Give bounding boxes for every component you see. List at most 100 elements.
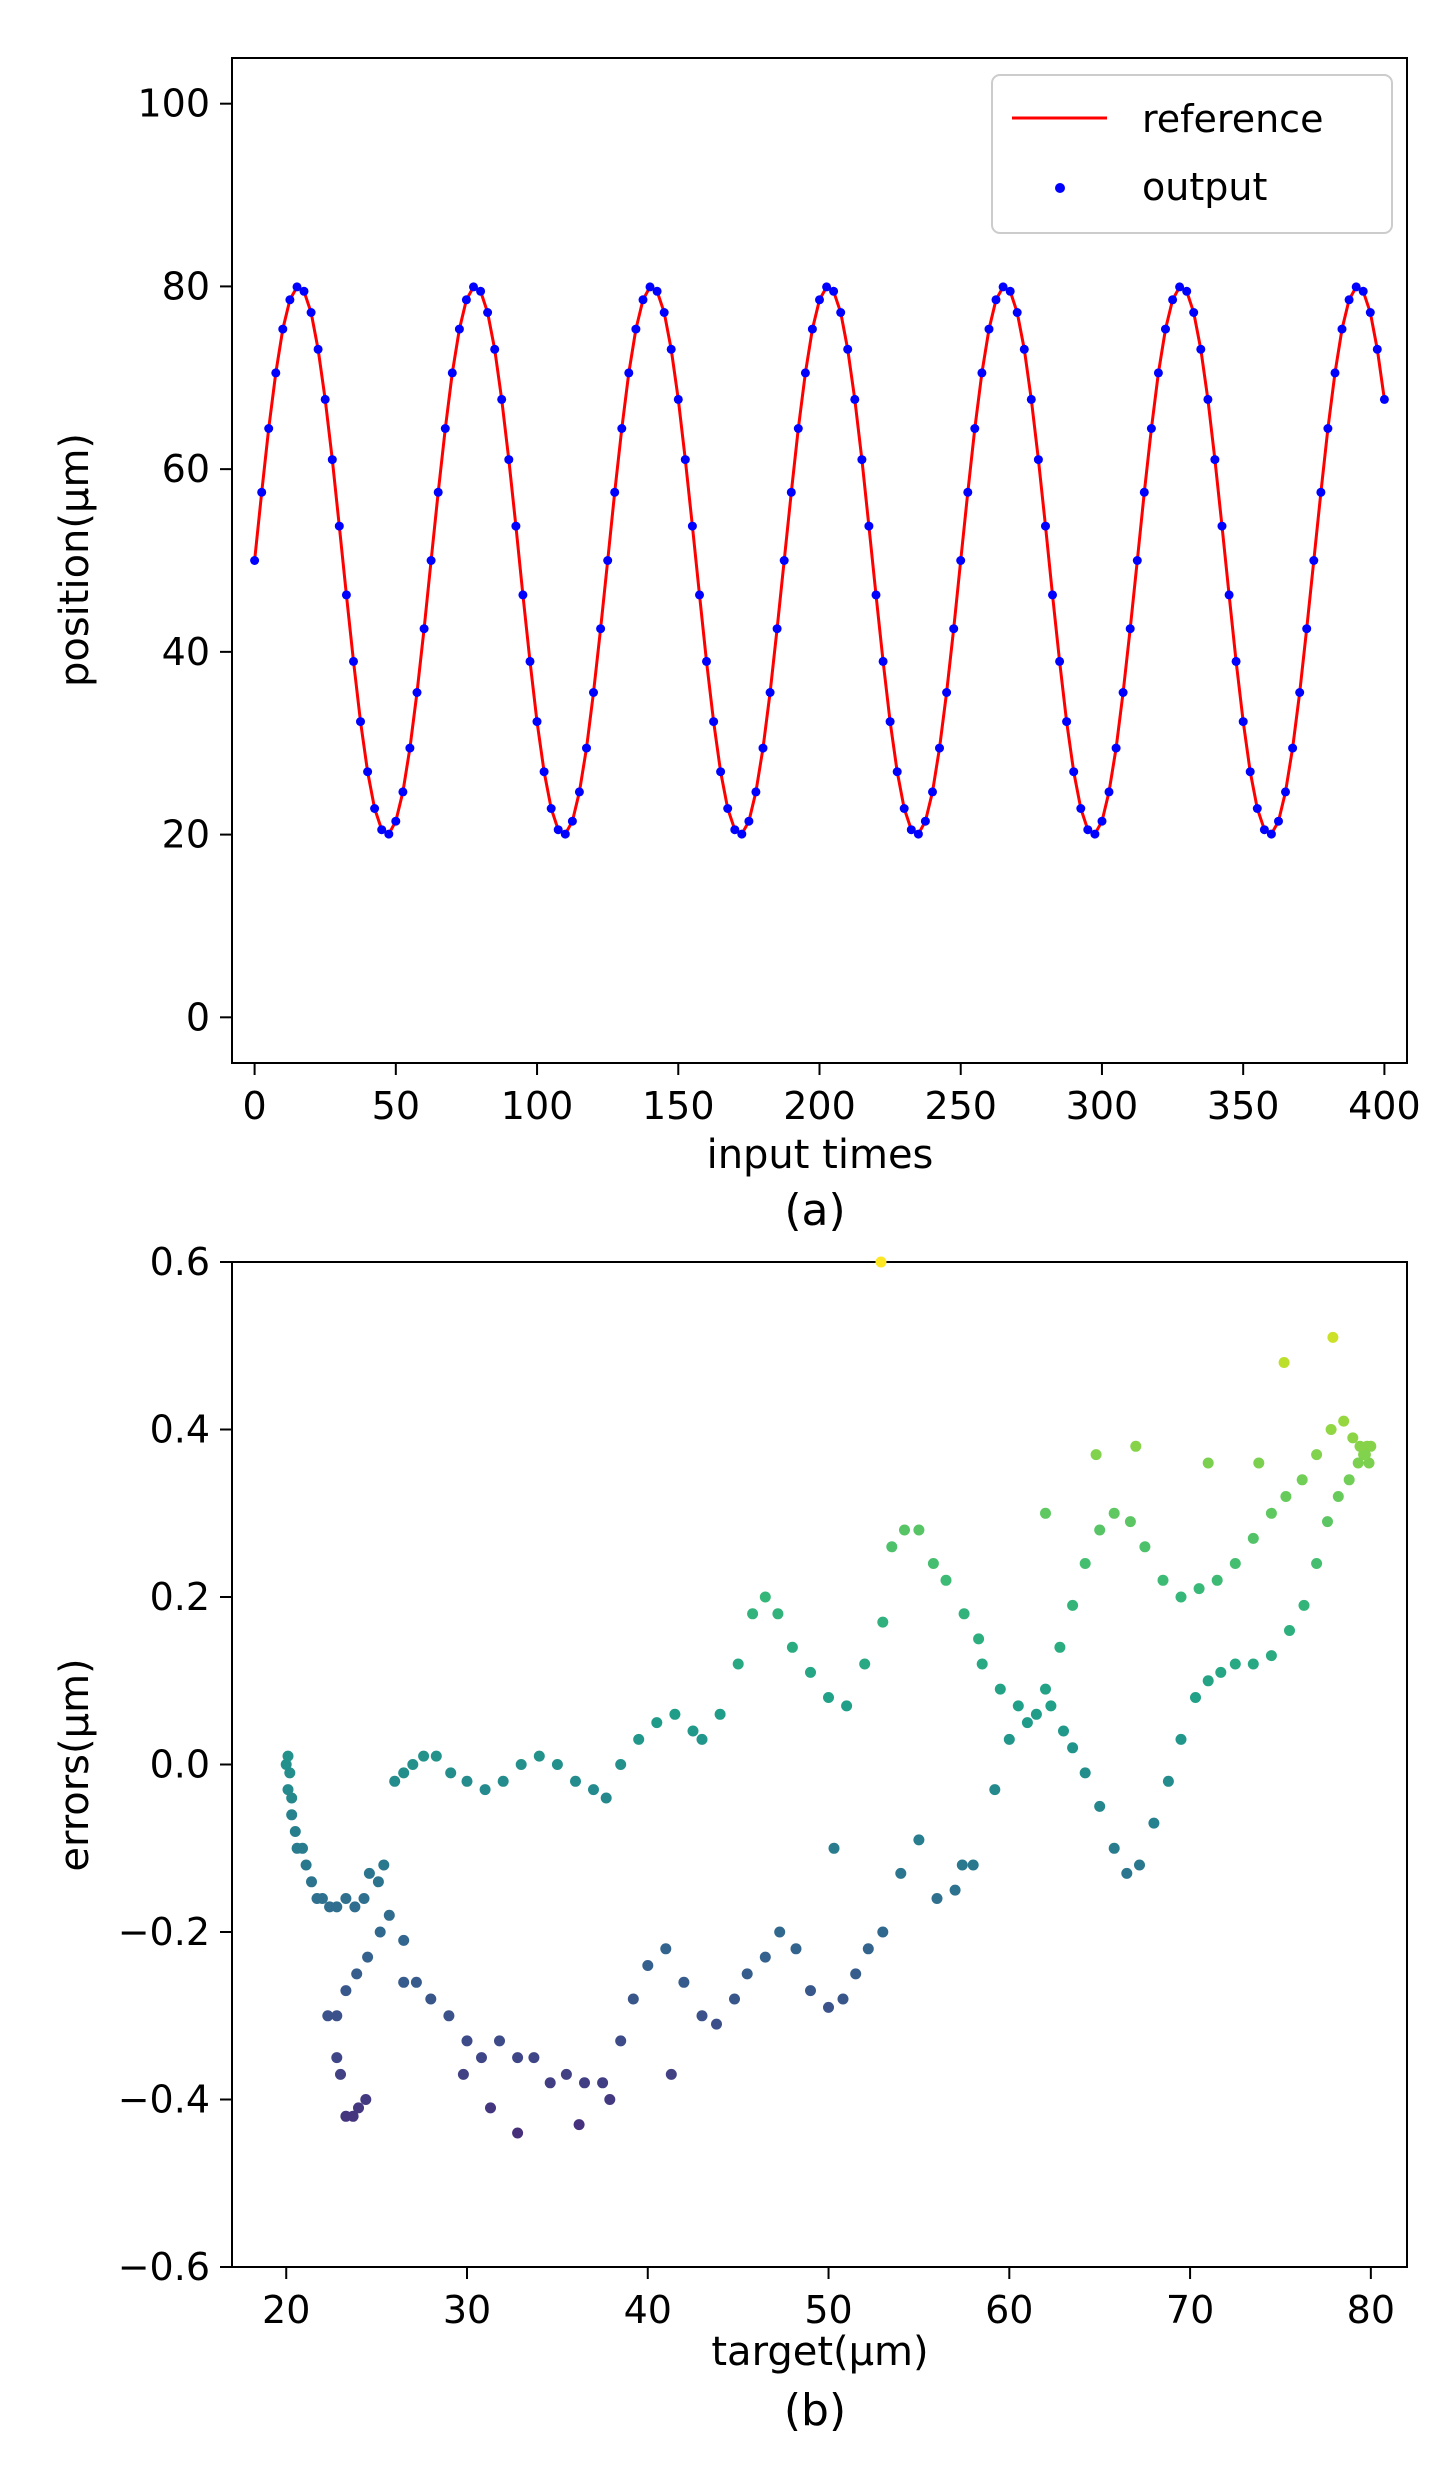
error-point bbox=[528, 2052, 540, 2064]
error-point bbox=[973, 1633, 985, 1645]
output-point bbox=[1189, 308, 1199, 317]
x-tick-label: 50 bbox=[372, 1084, 420, 1128]
error-point bbox=[994, 1683, 1006, 1695]
error-point bbox=[956, 1859, 968, 1871]
output-point bbox=[751, 787, 761, 797]
error-point bbox=[790, 1943, 802, 1955]
error-point bbox=[1094, 1524, 1106, 1536]
error-point bbox=[823, 1692, 834, 1703]
error-point bbox=[1054, 1641, 1066, 1653]
error-point bbox=[1253, 1457, 1265, 1469]
output-point bbox=[546, 804, 556, 813]
error-point bbox=[1162, 1775, 1174, 1787]
output-point bbox=[723, 804, 733, 813]
error-point bbox=[300, 1859, 312, 1871]
error-point bbox=[627, 1993, 639, 2005]
output-point bbox=[1132, 556, 1142, 565]
error-point bbox=[913, 1834, 925, 1846]
error-point bbox=[443, 2010, 455, 2022]
error-point bbox=[316, 1893, 328, 1904]
output-point bbox=[1365, 308, 1375, 317]
error-point bbox=[1094, 1800, 1106, 1812]
error-point bbox=[976, 1658, 988, 1670]
error-point bbox=[1247, 1658, 1259, 1670]
subplot-b: 20 30 40 50 60 70 80 −0.6−0.4−0.20.00.20.40.6 … bbox=[52, 1240, 1408, 2436]
error-point bbox=[927, 1558, 939, 1569]
output-point bbox=[1302, 624, 1312, 634]
error-point bbox=[1193, 1583, 1205, 1595]
output-point bbox=[878, 656, 888, 666]
error-point bbox=[374, 1926, 386, 1938]
output-point bbox=[737, 829, 747, 839]
output-point bbox=[1005, 286, 1015, 296]
error-point bbox=[859, 1658, 871, 1670]
output-point bbox=[991, 295, 1001, 305]
output-point bbox=[1266, 829, 1276, 839]
y-tick-label: 0.0 bbox=[150, 1743, 210, 1787]
output-point bbox=[461, 295, 471, 305]
error-point bbox=[678, 1976, 690, 1988]
error-point bbox=[358, 1893, 370, 1904]
error-point bbox=[747, 1608, 759, 1620]
error-point bbox=[759, 1591, 771, 1603]
error-point bbox=[282, 1784, 294, 1796]
output-point bbox=[589, 688, 598, 697]
y-tick-label: 0.6 bbox=[150, 1240, 210, 1284]
series-output bbox=[250, 282, 1389, 839]
output-point bbox=[447, 368, 457, 378]
y-tick-label: −0.6 bbox=[118, 2245, 210, 2289]
output-point bbox=[1238, 717, 1248, 727]
output-point bbox=[504, 455, 514, 465]
output-point bbox=[617, 424, 627, 433]
error-point bbox=[642, 1960, 654, 1971]
error-point bbox=[741, 1968, 753, 1980]
error-point bbox=[1280, 1491, 1292, 1502]
output-point bbox=[334, 521, 344, 531]
error-point bbox=[828, 1842, 840, 1854]
output-point bbox=[1069, 767, 1079, 777]
output-point bbox=[278, 324, 288, 334]
error-point bbox=[284, 1767, 296, 1779]
output-point bbox=[885, 717, 895, 727]
error-point bbox=[805, 1666, 816, 1678]
output-point bbox=[857, 455, 867, 465]
x-tick-label: 350 bbox=[1207, 1084, 1280, 1128]
error-point bbox=[913, 1524, 925, 1536]
output-point bbox=[779, 556, 789, 565]
error-point bbox=[1124, 1516, 1136, 1528]
error-point bbox=[331, 2010, 343, 2022]
error-point bbox=[940, 1574, 952, 1586]
error-point bbox=[899, 1524, 910, 1536]
error-point bbox=[351, 1968, 363, 1980]
output-point bbox=[680, 455, 690, 465]
error-point bbox=[615, 2035, 627, 2047]
x-tick-label: 250 bbox=[924, 1084, 997, 1128]
error-point bbox=[886, 1541, 898, 1553]
error-point bbox=[512, 2127, 524, 2139]
output-point bbox=[1295, 688, 1305, 697]
output-point bbox=[327, 455, 337, 465]
error-point bbox=[1040, 1507, 1051, 1519]
output-point bbox=[405, 743, 415, 753]
output-point bbox=[631, 324, 641, 334]
error-point bbox=[512, 2052, 524, 2064]
error-point bbox=[378, 1859, 390, 1871]
error-point bbox=[551, 1759, 563, 1770]
error-point bbox=[1067, 1599, 1079, 1611]
output-point bbox=[511, 521, 521, 531]
output-point bbox=[476, 286, 486, 296]
error-point bbox=[479, 1784, 491, 1796]
error-point bbox=[588, 1784, 599, 1796]
output-point bbox=[1026, 394, 1036, 404]
x-tick-label: 100 bbox=[501, 1084, 574, 1128]
output-point bbox=[1168, 295, 1178, 305]
error-point bbox=[1134, 1859, 1145, 1871]
output-point bbox=[1288, 743, 1298, 753]
error-point bbox=[1108, 1507, 1120, 1519]
error-point bbox=[579, 2077, 590, 2089]
output-point bbox=[899, 804, 909, 813]
output-point bbox=[1231, 656, 1241, 666]
error-point bbox=[1012, 1700, 1024, 1712]
output-point bbox=[892, 767, 902, 777]
x-tick-label: 70 bbox=[1166, 2288, 1214, 2332]
